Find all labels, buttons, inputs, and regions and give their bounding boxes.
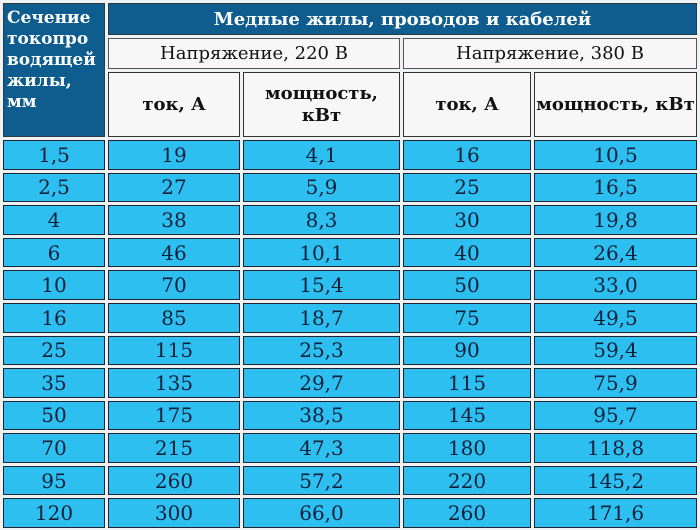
voltage-380-header: Напряжение, 380 В bbox=[403, 38, 697, 69]
power-380-header: мощность, кВт bbox=[534, 72, 697, 137]
cell-current-220: 135 bbox=[108, 368, 240, 398]
cell-power-380: 26,4 bbox=[534, 237, 697, 268]
cell-power-220: 15,4 bbox=[243, 270, 400, 300]
cell-current-220: 38 bbox=[108, 205, 240, 235]
cell-current-380: 90 bbox=[403, 335, 531, 366]
cell-current-220: 27 bbox=[108, 172, 240, 203]
cell-power-220: 4,1 bbox=[243, 140, 400, 170]
cell-power-220: 5,9 bbox=[243, 172, 400, 203]
cell-current-380: 50 bbox=[403, 270, 531, 300]
cell-power-380: 59,4 bbox=[534, 335, 697, 366]
cell-power-220: 66,0 bbox=[243, 498, 400, 528]
cell-current-220: 46 bbox=[108, 237, 240, 268]
cell-power-220: 18,7 bbox=[243, 302, 400, 333]
cell-power-220: 29,7 bbox=[243, 368, 400, 398]
cell-current-220: 85 bbox=[108, 302, 240, 333]
cell-cross-section: 16 bbox=[3, 302, 105, 333]
cell-power-220: 10,1 bbox=[243, 237, 400, 268]
cell-power-380: 118,8 bbox=[534, 433, 697, 463]
cell-current-380: 16 bbox=[403, 140, 531, 170]
cell-current-220: 300 bbox=[108, 498, 240, 528]
power-220-header: мощность, кВт bbox=[243, 72, 400, 137]
cell-current-220: 175 bbox=[108, 400, 240, 431]
cell-cross-section: 95 bbox=[3, 465, 105, 496]
cell-cross-section: 35 bbox=[3, 368, 105, 398]
cell-current-220: 70 bbox=[108, 270, 240, 300]
cell-power-220: 47,3 bbox=[243, 433, 400, 463]
cell-current-220: 215 bbox=[108, 433, 240, 463]
cell-current-380: 145 bbox=[403, 400, 531, 431]
cell-cross-section: 120 bbox=[3, 498, 105, 528]
cell-cross-section: 1,5 bbox=[3, 140, 105, 170]
section-header: Сечение токопро водящей жилы, мм bbox=[3, 3, 105, 137]
cell-power-380: 19,8 bbox=[534, 205, 697, 235]
cell-power-380: 75,9 bbox=[534, 368, 697, 398]
cell-power-380: 145,2 bbox=[534, 465, 697, 496]
current-380-header: ток, А bbox=[403, 72, 531, 137]
cell-current-220: 115 bbox=[108, 335, 240, 366]
cell-power-380: 95,7 bbox=[534, 400, 697, 431]
cell-power-380: 171,6 bbox=[534, 498, 697, 528]
cell-current-220: 19 bbox=[108, 140, 240, 170]
current-220-header: ток, А bbox=[108, 72, 240, 137]
cell-current-380: 220 bbox=[403, 465, 531, 496]
cell-cross-section: 6 bbox=[3, 237, 105, 268]
cell-power-380: 16,5 bbox=[534, 172, 697, 203]
cell-current-220: 260 bbox=[108, 465, 240, 496]
cell-cross-section: 10 bbox=[3, 270, 105, 300]
cell-cross-section: 2,5 bbox=[3, 172, 105, 203]
cell-power-220: 57,2 bbox=[243, 465, 400, 496]
cell-power-380: 33,0 bbox=[534, 270, 697, 300]
cell-power-220: 25,3 bbox=[243, 335, 400, 366]
cell-current-380: 75 bbox=[403, 302, 531, 333]
cell-cross-section: 4 bbox=[3, 205, 105, 235]
cell-current-380: 180 bbox=[403, 433, 531, 463]
cell-cross-section: 70 bbox=[3, 433, 105, 463]
cell-cross-section: 25 bbox=[3, 335, 105, 366]
cell-power-380: 10,5 bbox=[534, 140, 697, 170]
cell-current-380: 40 bbox=[403, 237, 531, 268]
cell-current-380: 115 bbox=[403, 368, 531, 398]
cell-current-380: 30 bbox=[403, 205, 531, 235]
cell-power-220: 38,5 bbox=[243, 400, 400, 431]
voltage-220-header: Напряжение, 220 В bbox=[108, 38, 400, 69]
cell-current-380: 25 bbox=[403, 172, 531, 203]
cell-power-380: 49,5 bbox=[534, 302, 697, 333]
copper-wire-table: Сечение токопро водящей жилы, мм Медные … bbox=[3, 3, 697, 528]
cell-cross-section: 50 bbox=[3, 400, 105, 431]
table-title: Медные жилы, проводов и кабелей bbox=[108, 3, 697, 35]
cell-power-220: 8,3 bbox=[243, 205, 400, 235]
cell-current-380: 260 bbox=[403, 498, 531, 528]
